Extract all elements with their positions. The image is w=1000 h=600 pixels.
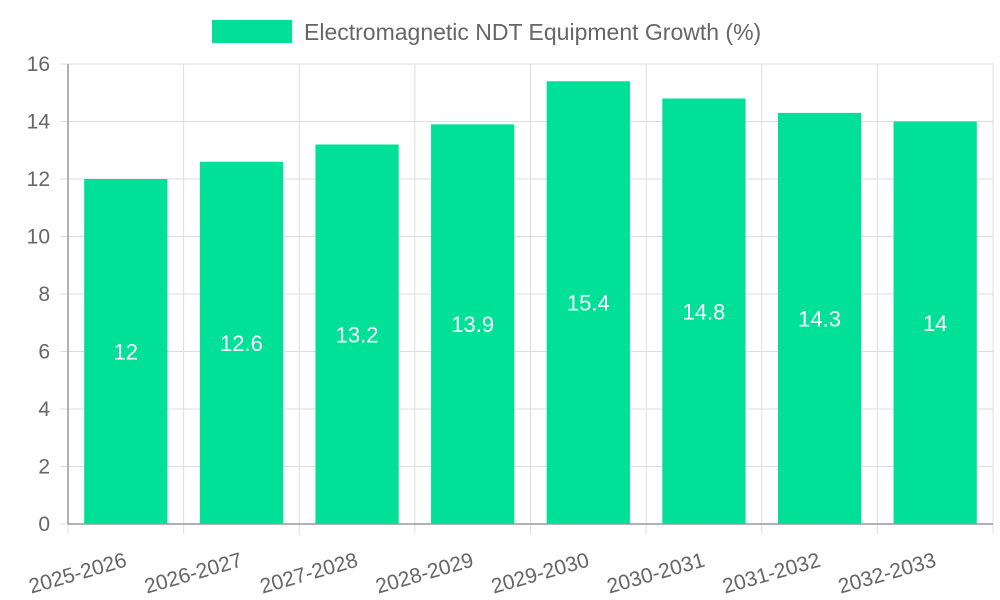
bars [84,81,977,524]
x-tick-label: 2030-2031 [604,549,707,599]
y-tick-label: 8 [38,283,50,306]
bar[interactable] [777,112,862,524]
data-label: 14 [923,311,947,336]
bar[interactable] [662,98,746,525]
data-label: 14.8 [683,299,726,324]
y-tick-label: 6 [38,341,50,364]
data-labels: 12 12.6 13.2 13.9 15.4 14.8 14.3 14 [114,291,948,365]
bar[interactable] [431,124,515,524]
x-tick-label: 2029-2030 [489,549,592,599]
x-tick-label: 2028-2029 [373,549,476,599]
y-tick-label: 12 [27,168,50,191]
data-label: 13.9 [451,312,494,337]
bar[interactable] [546,81,630,524]
y-tick-label: 0 [38,513,50,536]
x-tick-label: 2025-2026 [26,549,129,599]
bar[interactable] [199,161,284,524]
data-label: 12.6 [220,331,263,356]
legend-swatch [212,20,292,43]
bar[interactable] [84,179,168,524]
y-axis: 0 2 4 6 8 10 12 14 16 [27,53,69,536]
x-tick-label: 2032-2033 [836,549,939,599]
y-tick-label: 14 [27,111,51,134]
data-label: 12 [114,340,138,365]
data-label: 15.4 [567,291,610,316]
y-tick-label: 4 [38,398,50,421]
y-tick-label: 10 [27,226,50,249]
data-label: 14.3 [798,306,841,331]
bar[interactable] [893,121,977,525]
legend-label: Electromagnetic NDT Equipment Growth (%) [304,19,761,45]
y-tick-label: 2 [38,456,50,479]
x-tick-label: 2031-2032 [720,549,823,599]
data-label: 13.2 [336,322,379,347]
x-tick-label: 2027-2028 [258,549,361,599]
y-tick-label: 16 [27,53,50,76]
x-tick-label: 2026-2027 [142,549,245,599]
bar[interactable] [315,144,399,525]
legend[interactable]: Electromagnetic NDT Equipment Growth (%) [212,19,761,45]
x-axis: 2025-2026 2026-2027 2027-2028 2028-2029 2029… [26,523,993,599]
